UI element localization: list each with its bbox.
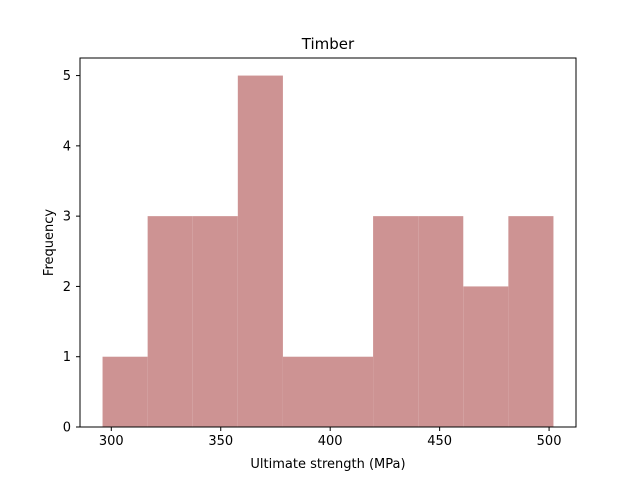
x-tick-label: 500 (537, 434, 562, 449)
y-tick-label: 0 (63, 421, 71, 436)
chart-title: Timber (301, 35, 355, 53)
histogram-bar (147, 216, 193, 427)
histogram-bar (192, 216, 238, 427)
histogram-bars (102, 75, 554, 428)
y-tick-label: 5 (63, 69, 71, 84)
y-axis-ticks: 0 1 2 3 4 5 (63, 69, 80, 436)
x-tick-label: 300 (99, 434, 124, 449)
histogram-bar (282, 356, 328, 427)
y-tick-label: 2 (63, 280, 71, 295)
histogram-bar (463, 286, 509, 427)
y-axis-label: Frequency (42, 209, 57, 276)
y-tick-label: 3 (63, 210, 71, 225)
y-tick-label: 1 (63, 350, 71, 365)
x-tick-label: 400 (318, 434, 343, 449)
histogram-bar (508, 216, 554, 427)
x-axis-ticks: 300 350 400 450 500 (99, 427, 562, 449)
histogram-bar (237, 75, 283, 428)
y-tick-label: 4 (63, 139, 71, 154)
x-axis-label: Ultimate strength (MPa) (250, 457, 405, 472)
plot-frame (79, 57, 577, 428)
x-tick-label: 450 (427, 434, 452, 449)
histogram-bar (102, 356, 148, 427)
histogram-bar (373, 216, 419, 427)
histogram-bar (418, 216, 464, 427)
x-tick-label: 350 (208, 434, 233, 449)
histogram-bar (328, 356, 374, 427)
